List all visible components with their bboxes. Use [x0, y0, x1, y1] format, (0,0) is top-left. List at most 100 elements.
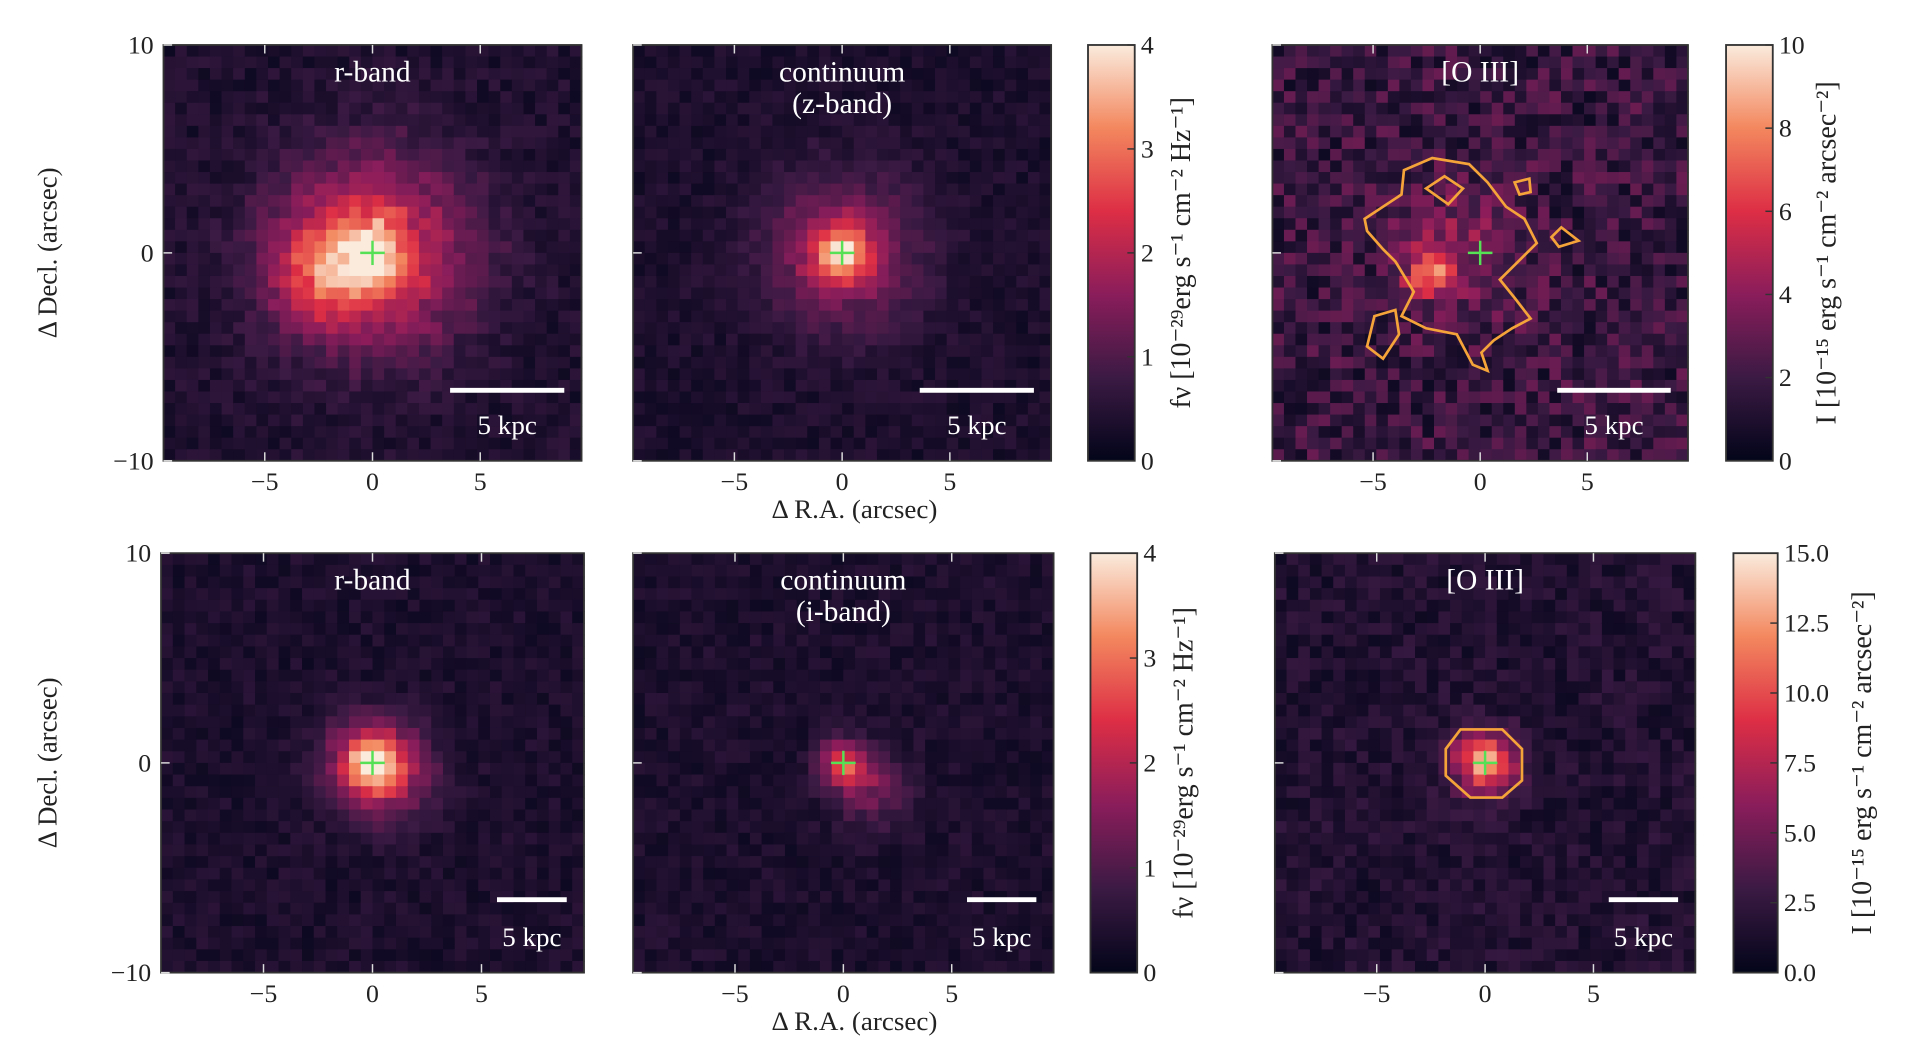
pixel — [268, 148, 281, 162]
pixel — [1016, 426, 1029, 439]
pixel — [231, 914, 245, 927]
pixel — [1016, 299, 1029, 312]
pixel — [1016, 275, 1029, 289]
pixel — [726, 414, 739, 427]
pixel — [419, 599, 432, 613]
pixel — [231, 937, 245, 951]
pixel — [395, 553, 409, 566]
pixel — [772, 368, 785, 381]
pixel — [266, 599, 280, 613]
pixel — [184, 564, 198, 578]
pixel — [1039, 287, 1052, 300]
pixel — [795, 426, 809, 439]
pixel — [1410, 183, 1424, 196]
pixel — [407, 252, 420, 266]
pixel — [1630, 356, 1643, 370]
pixel — [923, 160, 936, 173]
pixel — [1433, 137, 1447, 150]
pixel — [1272, 183, 1285, 196]
pixel — [266, 937, 280, 951]
pixel — [958, 68, 971, 81]
pixel — [749, 252, 762, 266]
pixel — [419, 716, 432, 729]
pixel — [1676, 137, 1689, 150]
pixel — [923, 44, 936, 58]
pixel — [407, 437, 420, 450]
pixel — [569, 287, 583, 300]
pixel — [466, 669, 479, 683]
pixel — [737, 356, 750, 370]
pixel — [278, 704, 292, 718]
pixel — [1514, 241, 1528, 254]
pixel — [1641, 449, 1655, 462]
pixel — [184, 751, 198, 764]
pixel — [1364, 183, 1378, 196]
pixel — [1572, 403, 1585, 416]
pixel — [1607, 148, 1620, 162]
pixel — [291, 137, 304, 150]
pixel — [1607, 437, 1620, 450]
pixel — [1283, 287, 1297, 300]
pixel — [1445, 56, 1458, 69]
pixel — [691, 310, 704, 323]
pixel — [372, 299, 385, 312]
pixel — [546, 275, 560, 289]
pixel — [946, 403, 959, 416]
pixel — [644, 160, 658, 173]
pixel — [1537, 114, 1551, 127]
pixel — [1422, 44, 1435, 58]
pixel — [442, 437, 455, 450]
pixel — [1422, 252, 1435, 266]
pixel — [198, 275, 211, 289]
pixel — [1630, 426, 1643, 439]
pixel — [360, 832, 374, 846]
pixel — [1676, 114, 1689, 127]
pixel — [384, 403, 397, 416]
pixel — [1364, 426, 1378, 439]
pixel — [186, 241, 200, 254]
pixel — [1595, 218, 1608, 231]
pixel — [384, 809, 397, 822]
pixel — [1027, 403, 1041, 416]
pixel — [1537, 299, 1551, 312]
pixel — [795, 356, 809, 370]
pixel — [175, 68, 188, 81]
pixel — [163, 345, 176, 358]
pixel — [1387, 299, 1401, 312]
pixel — [431, 821, 444, 834]
pixel — [558, 426, 571, 439]
pixel — [1039, 79, 1052, 92]
pixel — [360, 79, 374, 92]
pixel — [900, 91, 913, 104]
pixel — [1016, 160, 1029, 173]
pixel — [1595, 252, 1608, 266]
pixel — [1295, 79, 1308, 92]
pixel — [558, 252, 571, 266]
pixel — [454, 960, 468, 974]
pixel — [186, 414, 200, 427]
pixel — [772, 206, 785, 219]
pixel — [163, 114, 176, 127]
pixel — [923, 56, 936, 69]
pixel — [795, 160, 809, 173]
pixel — [172, 832, 186, 846]
pixel — [1016, 68, 1029, 81]
pixel — [302, 960, 315, 974]
pixel — [219, 786, 233, 799]
pixel — [1664, 56, 1678, 69]
pixel — [1410, 102, 1424, 116]
pixel — [314, 379, 327, 393]
pixel — [349, 68, 362, 81]
pixel — [569, 195, 583, 208]
pixel — [372, 264, 385, 277]
pixel — [395, 148, 409, 162]
pixel — [313, 681, 327, 694]
pixel — [395, 79, 409, 92]
pixel — [546, 414, 560, 427]
pixel — [198, 172, 211, 185]
pixel — [1457, 252, 1470, 266]
pixel — [500, 310, 513, 323]
pixel — [175, 252, 188, 266]
pixel — [431, 832, 444, 846]
pixel — [326, 287, 339, 300]
